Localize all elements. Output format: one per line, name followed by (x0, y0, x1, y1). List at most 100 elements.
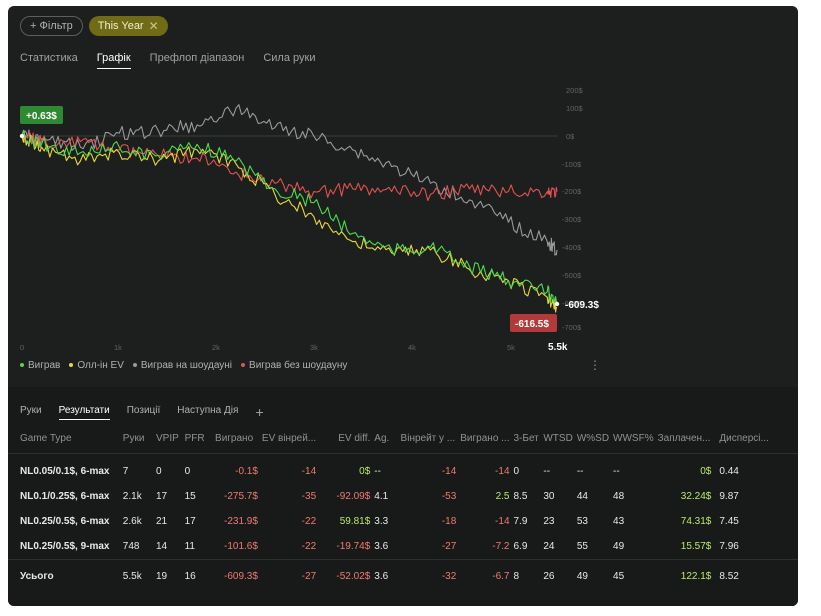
col-hands[interactable]: Руки (120, 425, 154, 454)
col-ag[interactable]: Ag. (372, 425, 399, 454)
cell-won: -101.6$ (223, 540, 258, 552)
more-options-icon[interactable]: ⋮ (589, 358, 601, 372)
y-tick: 100$ (566, 104, 584, 113)
cell-game-type: Усього (8, 558, 121, 593)
series-line-showdown (21, 104, 558, 256)
tab-statistics[interactable]: Статистика (20, 52, 78, 64)
cell-game-type: NL0.1/0.25$, 6-max (20, 491, 110, 502)
table-row[interactable]: NL0.1/0.25$, 6-max 2.1k 17 15 -275.7$ -35 -92.… (8, 484, 798, 509)
y-tick: -500$ (562, 271, 582, 280)
y-tick: -400$ (562, 243, 582, 252)
col-vpip[interactable]: VPIP (154, 425, 183, 454)
legend-item-non-showdown[interactable]: Виграв без шоудауну (241, 360, 347, 371)
legend-label: Виграв (28, 360, 61, 371)
add-tab-icon[interactable]: + (255, 404, 264, 420)
col-game-type[interactable]: Game Type (8, 425, 121, 454)
cell-wwsf: 45 (611, 558, 656, 593)
y-tick: -200$ (562, 187, 582, 196)
cell-vpip: 14 (156, 540, 168, 552)
col-pfr[interactable]: PFR (182, 425, 214, 454)
close-icon[interactable]: ✕ (148, 19, 159, 33)
cell-3bet: 0 (513, 466, 520, 478)
cell-paid: 0$ (700, 466, 712, 478)
cell-won-2: -14 (495, 516, 510, 527)
tab-hands[interactable]: Руки (20, 405, 42, 416)
table-header: Game Type Руки VPIP PFR Виграно EV вінре… (8, 425, 798, 454)
table-row[interactable]: NL0.05/0.1$, 6-max 7 0 0 -0.1$ -14 0$ -- -14 -14 0… (8, 453, 798, 484)
cell-game-type: NL0.05/0.1$, 6-max (20, 466, 110, 478)
legend-item-won[interactable]: Виграв (20, 360, 60, 371)
tab-hand-strength[interactable]: Сила руки (263, 52, 316, 64)
legend-dot (69, 363, 74, 368)
col-won[interactable]: Виграно (213, 425, 260, 454)
legend-item-showdown[interactable]: Виграв на шоудауні (132, 360, 233, 371)
cell-3bet: 7.9 (513, 516, 528, 527)
results-section: Руки Результати Позиції Наступна Дія + G… (8, 387, 798, 606)
chart-legend: Виграв Олл-ін EV Виграв на шоудауні Вигр… (20, 360, 347, 371)
cell-pfr: 0 (184, 466, 191, 478)
col-wtsd[interactable]: WTSD (541, 425, 575, 454)
cell-won-2: -14 (495, 466, 510, 478)
col-variance[interactable]: Дисперсі... (713, 425, 798, 454)
col-paid[interactable]: Заплачен... (655, 425, 714, 454)
cell-3bet: 8 (511, 558, 542, 593)
cell-winrate: -18 (441, 516, 457, 527)
cell-hands: 748 (122, 540, 140, 552)
cell-wsd: 53 (576, 516, 588, 527)
legend-label: Виграв на шоудауні (140, 360, 233, 371)
series-line-won (21, 129, 558, 306)
x-tick: 5k (507, 343, 515, 352)
cell-3bet: 6.9 (513, 540, 528, 552)
x-axis-ticks: 0 1k 2k 3k 4k 5k 5.5k (20, 342, 568, 353)
start-badge-box (20, 106, 63, 124)
col-ev-diff[interactable]: EV diff. (318, 425, 373, 454)
cell-ag: -- (374, 466, 381, 478)
add-filter-button[interactable]: + Фільтр (20, 16, 83, 36)
table-row[interactable]: NL0.25/0.5$, 9-max 748 14 11 -101.6$ -22 -19.7… (8, 534, 798, 559)
tab-next-action[interactable]: Наступна Дія (177, 405, 239, 416)
legend-item-all-in-ev[interactable]: Олл-ін EV (69, 360, 124, 371)
series-line-all-in-ev (21, 134, 558, 313)
cell-ev-winrate: -35 (301, 491, 317, 502)
col-wsd[interactable]: W%SD (574, 425, 612, 454)
this-year-filter-chip[interactable]: This Year ✕ (88, 16, 168, 36)
end-point (554, 301, 560, 307)
tab-graph[interactable]: Графік (96, 52, 131, 69)
y-tick: -600$ (562, 299, 582, 308)
table-total-row[interactable]: Усього 5.5k 19 16 -609.3$ -27 -52.02$ 3.6 -32 -6.… (8, 558, 798, 593)
cell-wsd: -- (576, 466, 584, 478)
cell-paid: 15.57$ (680, 540, 712, 552)
cell-hands: 2.1k (122, 491, 142, 502)
cell-winrate: -14 (441, 466, 457, 478)
end-value-label: -609.3$ (565, 300, 599, 311)
col-won-2[interactable]: Виграно ... (458, 425, 512, 454)
cell-wtsd: 30 (543, 491, 555, 502)
cell-wwsf: 49 (613, 540, 625, 552)
cell-pfr: 11 (184, 540, 195, 552)
cell-won-2: -6.7 (458, 558, 512, 593)
col-winrate[interactable]: Вінрейт у ... (398, 425, 459, 454)
cell-ag: 3.3 (374, 516, 389, 527)
cell-variance: 9.87 (719, 491, 739, 502)
cell-ev-diff: -52.02$ (318, 558, 373, 593)
table-row[interactable]: NL0.25/0.5$, 6-max 2.6k 21 17 -231.9$ -22 59.8… (8, 509, 798, 534)
cell-hands: 7 (122, 466, 129, 478)
cell-won: -0.1$ (235, 466, 258, 478)
tab-preflop-range[interactable]: Префлоп діапазон (149, 52, 245, 64)
col-3bet[interactable]: 3-Бет (511, 425, 542, 454)
x-tick: 0 (20, 343, 24, 352)
start-badge: +0.63$ (19, 106, 63, 139)
cell-ev-winrate: -22 (301, 516, 317, 527)
tab-results[interactable]: Результати (58, 405, 110, 420)
series-line-non-showdown (21, 131, 558, 202)
cell-paid: 32.24$ (680, 491, 712, 502)
cell-paid: 122.1$ (655, 558, 714, 593)
cell-3bet: 8.5 (513, 491, 528, 502)
cell-pfr: 17 (184, 516, 196, 527)
winnings-graph[interactable]: 200$ 100$ 0$ -100$ -200$ -300$ -400$ -50… (8, 78, 798, 358)
col-ev-winrate[interactable]: EV вінрей... (259, 425, 319, 454)
tab-positions[interactable]: Позиції (126, 405, 161, 416)
cell-vpip: 21 (156, 516, 168, 527)
results-table: Game Type Руки VPIP PFR Виграно EV вінре… (8, 425, 798, 593)
col-wwsf[interactable]: WWSF% (611, 425, 656, 454)
